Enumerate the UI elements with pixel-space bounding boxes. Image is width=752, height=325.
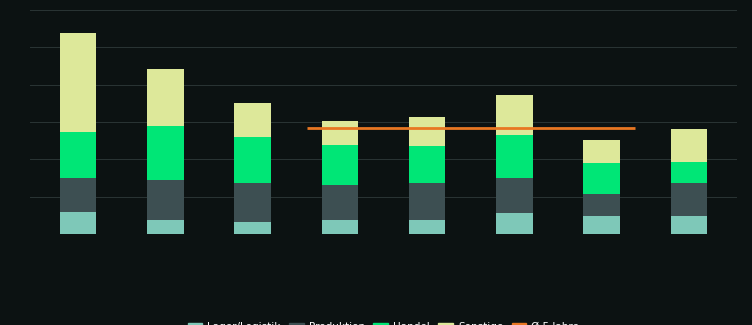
Bar bbox=[671, 216, 708, 234]
Bar bbox=[671, 183, 708, 216]
Bar bbox=[496, 95, 532, 135]
Bar bbox=[322, 145, 358, 185]
Bar bbox=[409, 183, 445, 220]
Bar bbox=[235, 223, 271, 234]
Bar bbox=[322, 185, 358, 220]
Bar bbox=[671, 129, 708, 162]
Bar bbox=[496, 135, 532, 178]
Bar bbox=[584, 194, 620, 216]
Bar bbox=[409, 220, 445, 234]
Bar bbox=[409, 146, 445, 183]
Bar bbox=[322, 220, 358, 234]
Bar bbox=[409, 117, 445, 146]
Bar bbox=[584, 163, 620, 194]
Bar bbox=[59, 33, 96, 132]
Legend: Lager/Logistik, Produktion, Handel, Sonstige, Ø 5 Jahre: Lager/Logistik, Produktion, Handel, Sons… bbox=[183, 318, 584, 325]
Bar bbox=[147, 69, 183, 126]
Bar bbox=[147, 180, 183, 220]
Bar bbox=[496, 178, 532, 214]
Bar bbox=[584, 140, 620, 163]
Bar bbox=[59, 178, 96, 212]
Bar bbox=[235, 103, 271, 136]
Bar bbox=[496, 214, 532, 234]
Bar bbox=[235, 183, 271, 223]
Bar bbox=[235, 136, 271, 183]
Bar bbox=[584, 216, 620, 234]
Bar bbox=[147, 126, 183, 180]
Bar bbox=[59, 132, 96, 178]
Bar bbox=[59, 212, 96, 234]
Bar bbox=[147, 220, 183, 234]
Bar bbox=[322, 121, 358, 145]
Bar bbox=[671, 162, 708, 183]
